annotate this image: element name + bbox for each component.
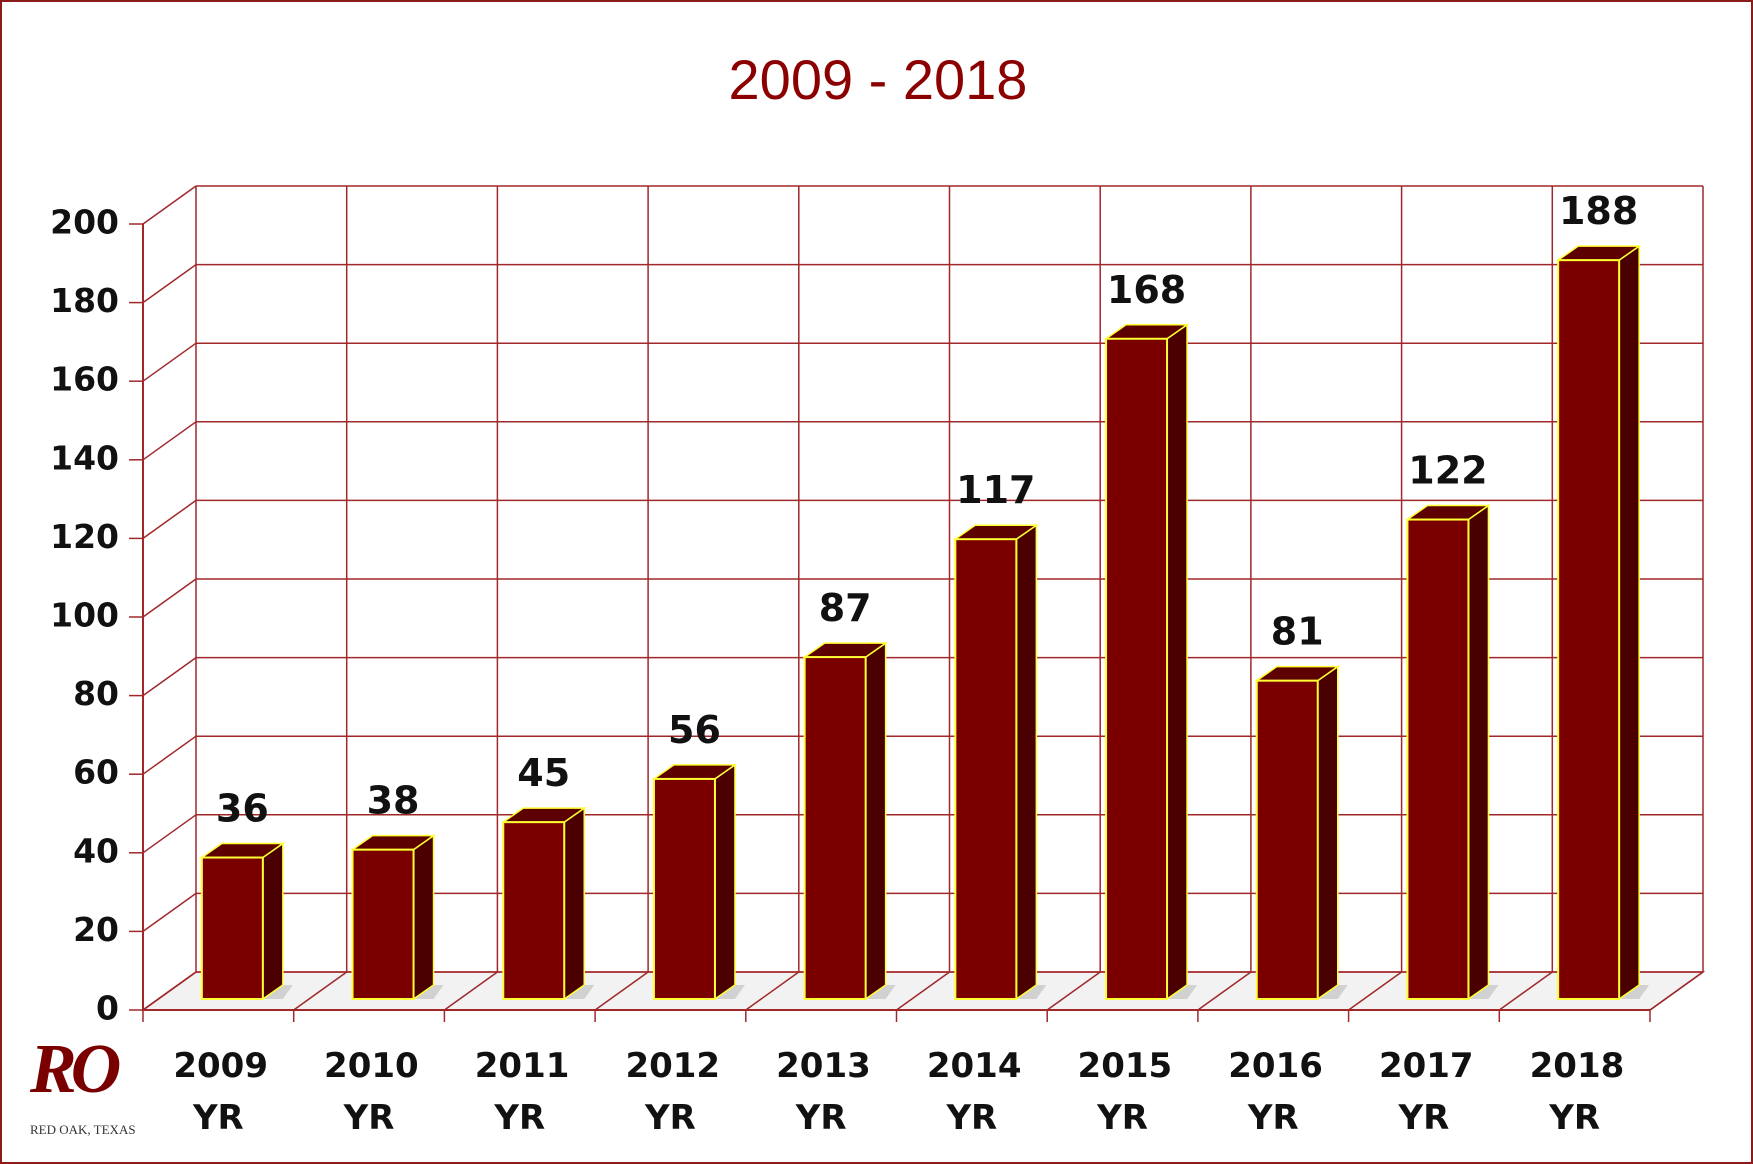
grid-line-side — [143, 265, 196, 303]
grid-line-side — [143, 815, 196, 853]
x-tick-label: 2009 YR — [173, 1040, 263, 1144]
y-tick-label: 200 — [50, 203, 119, 242]
value-label: 188 — [1559, 189, 1638, 233]
x-tick-label: 2017 YR — [1379, 1040, 1469, 1144]
bar — [503, 822, 564, 999]
y-tick-label: 0 — [96, 989, 119, 1028]
value-label: 36 — [216, 787, 269, 831]
x-tick-label: 2011 YR — [475, 1040, 565, 1144]
bar — [1106, 339, 1167, 999]
x-tick-label: 2013 YR — [776, 1040, 866, 1144]
value-label: 117 — [956, 468, 1035, 512]
bar — [1558, 260, 1619, 999]
y-tick-label: 160 — [50, 360, 119, 399]
value-label: 45 — [517, 751, 570, 795]
grid-line-side — [143, 736, 196, 774]
grid-line-side — [143, 893, 196, 931]
x-tick-label: 2010 YR — [324, 1040, 414, 1144]
y-tick-label: 20 — [73, 910, 119, 949]
logo-caption: RED OAK, TEXAS — [30, 1122, 136, 1138]
bar-side — [414, 836, 434, 999]
bar — [654, 779, 715, 999]
bar-side — [715, 765, 735, 999]
bar — [1257, 681, 1318, 999]
x-tick-label: 2014 YR — [927, 1040, 1017, 1144]
value-label: 168 — [1107, 268, 1186, 312]
value-label: 81 — [1271, 610, 1324, 654]
bar-side — [1468, 506, 1488, 999]
x-tick-label: 2016 YR — [1228, 1040, 1318, 1144]
chart: 2009 - 2018 0 20 40 60 80 100 120 140 160 180 200 3… — [0, 0, 1753, 1164]
bar-side — [1016, 525, 1036, 999]
bar-side — [564, 808, 584, 999]
logo-mark: RO — [30, 1030, 115, 1110]
x-tick-label: 2012 YR — [625, 1040, 715, 1144]
grid-line-side — [143, 500, 196, 538]
chart-title: 2009 - 2018 — [729, 48, 1028, 111]
x-tick-label: 2018 YR — [1530, 1040, 1620, 1144]
bar-side — [263, 844, 283, 999]
bar — [805, 657, 866, 999]
grid-line-side — [143, 186, 196, 224]
bar-side — [866, 643, 886, 999]
y-tick-label: 40 — [73, 831, 119, 870]
grid-line-side — [143, 343, 196, 381]
value-label: 56 — [668, 708, 721, 752]
y-tick-label: 80 — [73, 674, 119, 713]
page: 2009 - 2018 0 20 40 60 80 100 120 140 160 180 200 3… — [0, 0, 1753, 1164]
bar-side — [1318, 667, 1338, 999]
grid-line-side — [143, 658, 196, 696]
y-tick-label: 60 — [73, 753, 119, 792]
bar — [955, 539, 1016, 999]
bar — [1407, 520, 1468, 999]
value-label: 87 — [819, 586, 872, 630]
grid-line-side — [143, 422, 196, 460]
bar-side — [1167, 325, 1187, 999]
y-tick-label: 120 — [50, 517, 119, 556]
grid-line-side — [143, 579, 196, 617]
y-tick-label: 100 — [50, 596, 119, 635]
bar — [202, 858, 263, 999]
value-label: 122 — [1408, 449, 1487, 493]
x-tick-label: 2015 YR — [1078, 1040, 1168, 1144]
y-tick-label: 180 — [50, 281, 119, 320]
bar — [353, 850, 414, 999]
bar-side — [1619, 246, 1639, 999]
value-label: 38 — [367, 779, 420, 823]
y-tick-label: 140 — [50, 438, 119, 477]
